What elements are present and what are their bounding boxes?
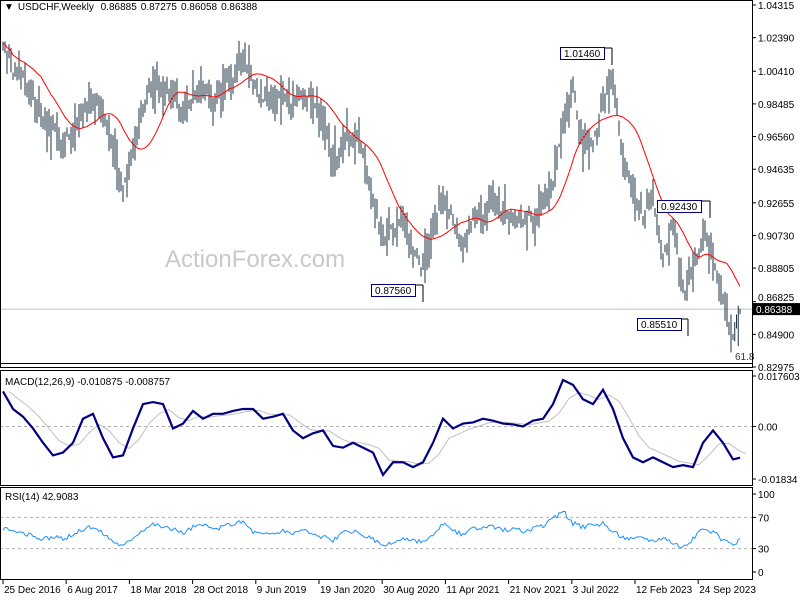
- macd-signal-line: [8, 391, 747, 466]
- price-annotation-box: [371, 284, 416, 297]
- dropdown-triangle-icon[interactable]: ▼: [4, 2, 14, 13]
- rsi-title: RSI(14) 42.9083: [5, 492, 79, 503]
- price-tick-label: 0.84900: [758, 330, 795, 341]
- fib-level-label: 61.8: [735, 352, 755, 363]
- price-tick-label: 0.90730: [758, 231, 795, 242]
- price-tick-label: 1.02390: [758, 34, 795, 45]
- time-tick-label: 11 Apr 2021: [446, 585, 500, 596]
- rsi-line: [2, 510, 741, 549]
- rsi-pane-frame: [0, 487, 753, 580]
- time-tick-label: 25 Dec 2016: [4, 585, 61, 596]
- current-price-label: 0.86388: [756, 305, 793, 316]
- watermark: ActionForex.com: [165, 246, 346, 273]
- macd-tick-label: 0.017603: [758, 372, 800, 383]
- current-price-box: [753, 303, 800, 316]
- price-annotation-label: 0.87560: [375, 286, 412, 297]
- price-tick-label: 0.94635: [758, 165, 795, 176]
- high-value: 0.87275: [140, 2, 177, 13]
- macd-tick-label: -0.01834: [758, 475, 798, 486]
- moving-average-line: [2, 42, 741, 287]
- time-tick-label: 28 Oct 2018: [194, 585, 249, 596]
- low-value: 0.86058: [180, 2, 218, 13]
- macd-pane-frame: [0, 370, 753, 486]
- rsi-tick-label: 30: [758, 545, 770, 556]
- rsi-tick-label: 100: [758, 490, 775, 501]
- time-tick-label: 3 Jul 2022: [573, 585, 620, 596]
- time-tick-label: 30 Aug 2020: [383, 585, 440, 596]
- price-annotation-label: 0.92430: [661, 202, 698, 213]
- time-tick-label: 19 Jan 2020: [320, 585, 375, 596]
- price-annotation-label: 1.01460: [564, 49, 601, 60]
- price-tick-label: 1.00410: [758, 67, 795, 78]
- time-tick-label: 18 Mar 2018: [130, 585, 187, 596]
- open-value: 0.86885: [100, 2, 137, 13]
- time-tick-label: 24 Sep 2023: [699, 585, 756, 596]
- time-tick-label: 21 Nov 2021: [510, 585, 567, 596]
- price-tick-label: 0.86825: [758, 293, 795, 304]
- price-tick-label: 0.98485: [758, 100, 795, 111]
- price-pane-frame: [0, 0, 753, 368]
- macd-title: MACD(12,26,9) -0.010875 -0.008757: [5, 377, 171, 388]
- price-annotation-box: [657, 200, 702, 213]
- price-tick-label: 0.96560: [758, 133, 795, 144]
- macd-line: [2, 378, 741, 477]
- close-value: 0.86388: [221, 2, 258, 13]
- time-tick-label: 12 Feb 2023: [636, 585, 693, 596]
- price-tick-label: 0.88805: [758, 264, 795, 275]
- chart-header: ▼ USDCHF,Weekly 0.86885 0.87275 0.86058 0.86…: [4, 2, 261, 13]
- price-tick-label: 0.92655: [758, 199, 795, 210]
- time-tick-label: 9 Jun 2019: [257, 585, 307, 596]
- rsi-tick-label: 70: [758, 513, 770, 524]
- price-annotation-label: 0.85510: [641, 320, 678, 331]
- rsi-tick-label: 0: [758, 568, 764, 579]
- symbol-label: USDCHF,Weekly: [17, 2, 94, 13]
- price-tick-label: 1.04315: [758, 1, 795, 12]
- price-annotation-box: [637, 318, 682, 331]
- price-annotation-box: [560, 47, 605, 60]
- time-tick-label: 6 Aug 2017: [67, 585, 118, 596]
- macd-tick-label: 0.00: [758, 422, 778, 433]
- price-tick-label: 0.82975: [758, 363, 795, 374]
